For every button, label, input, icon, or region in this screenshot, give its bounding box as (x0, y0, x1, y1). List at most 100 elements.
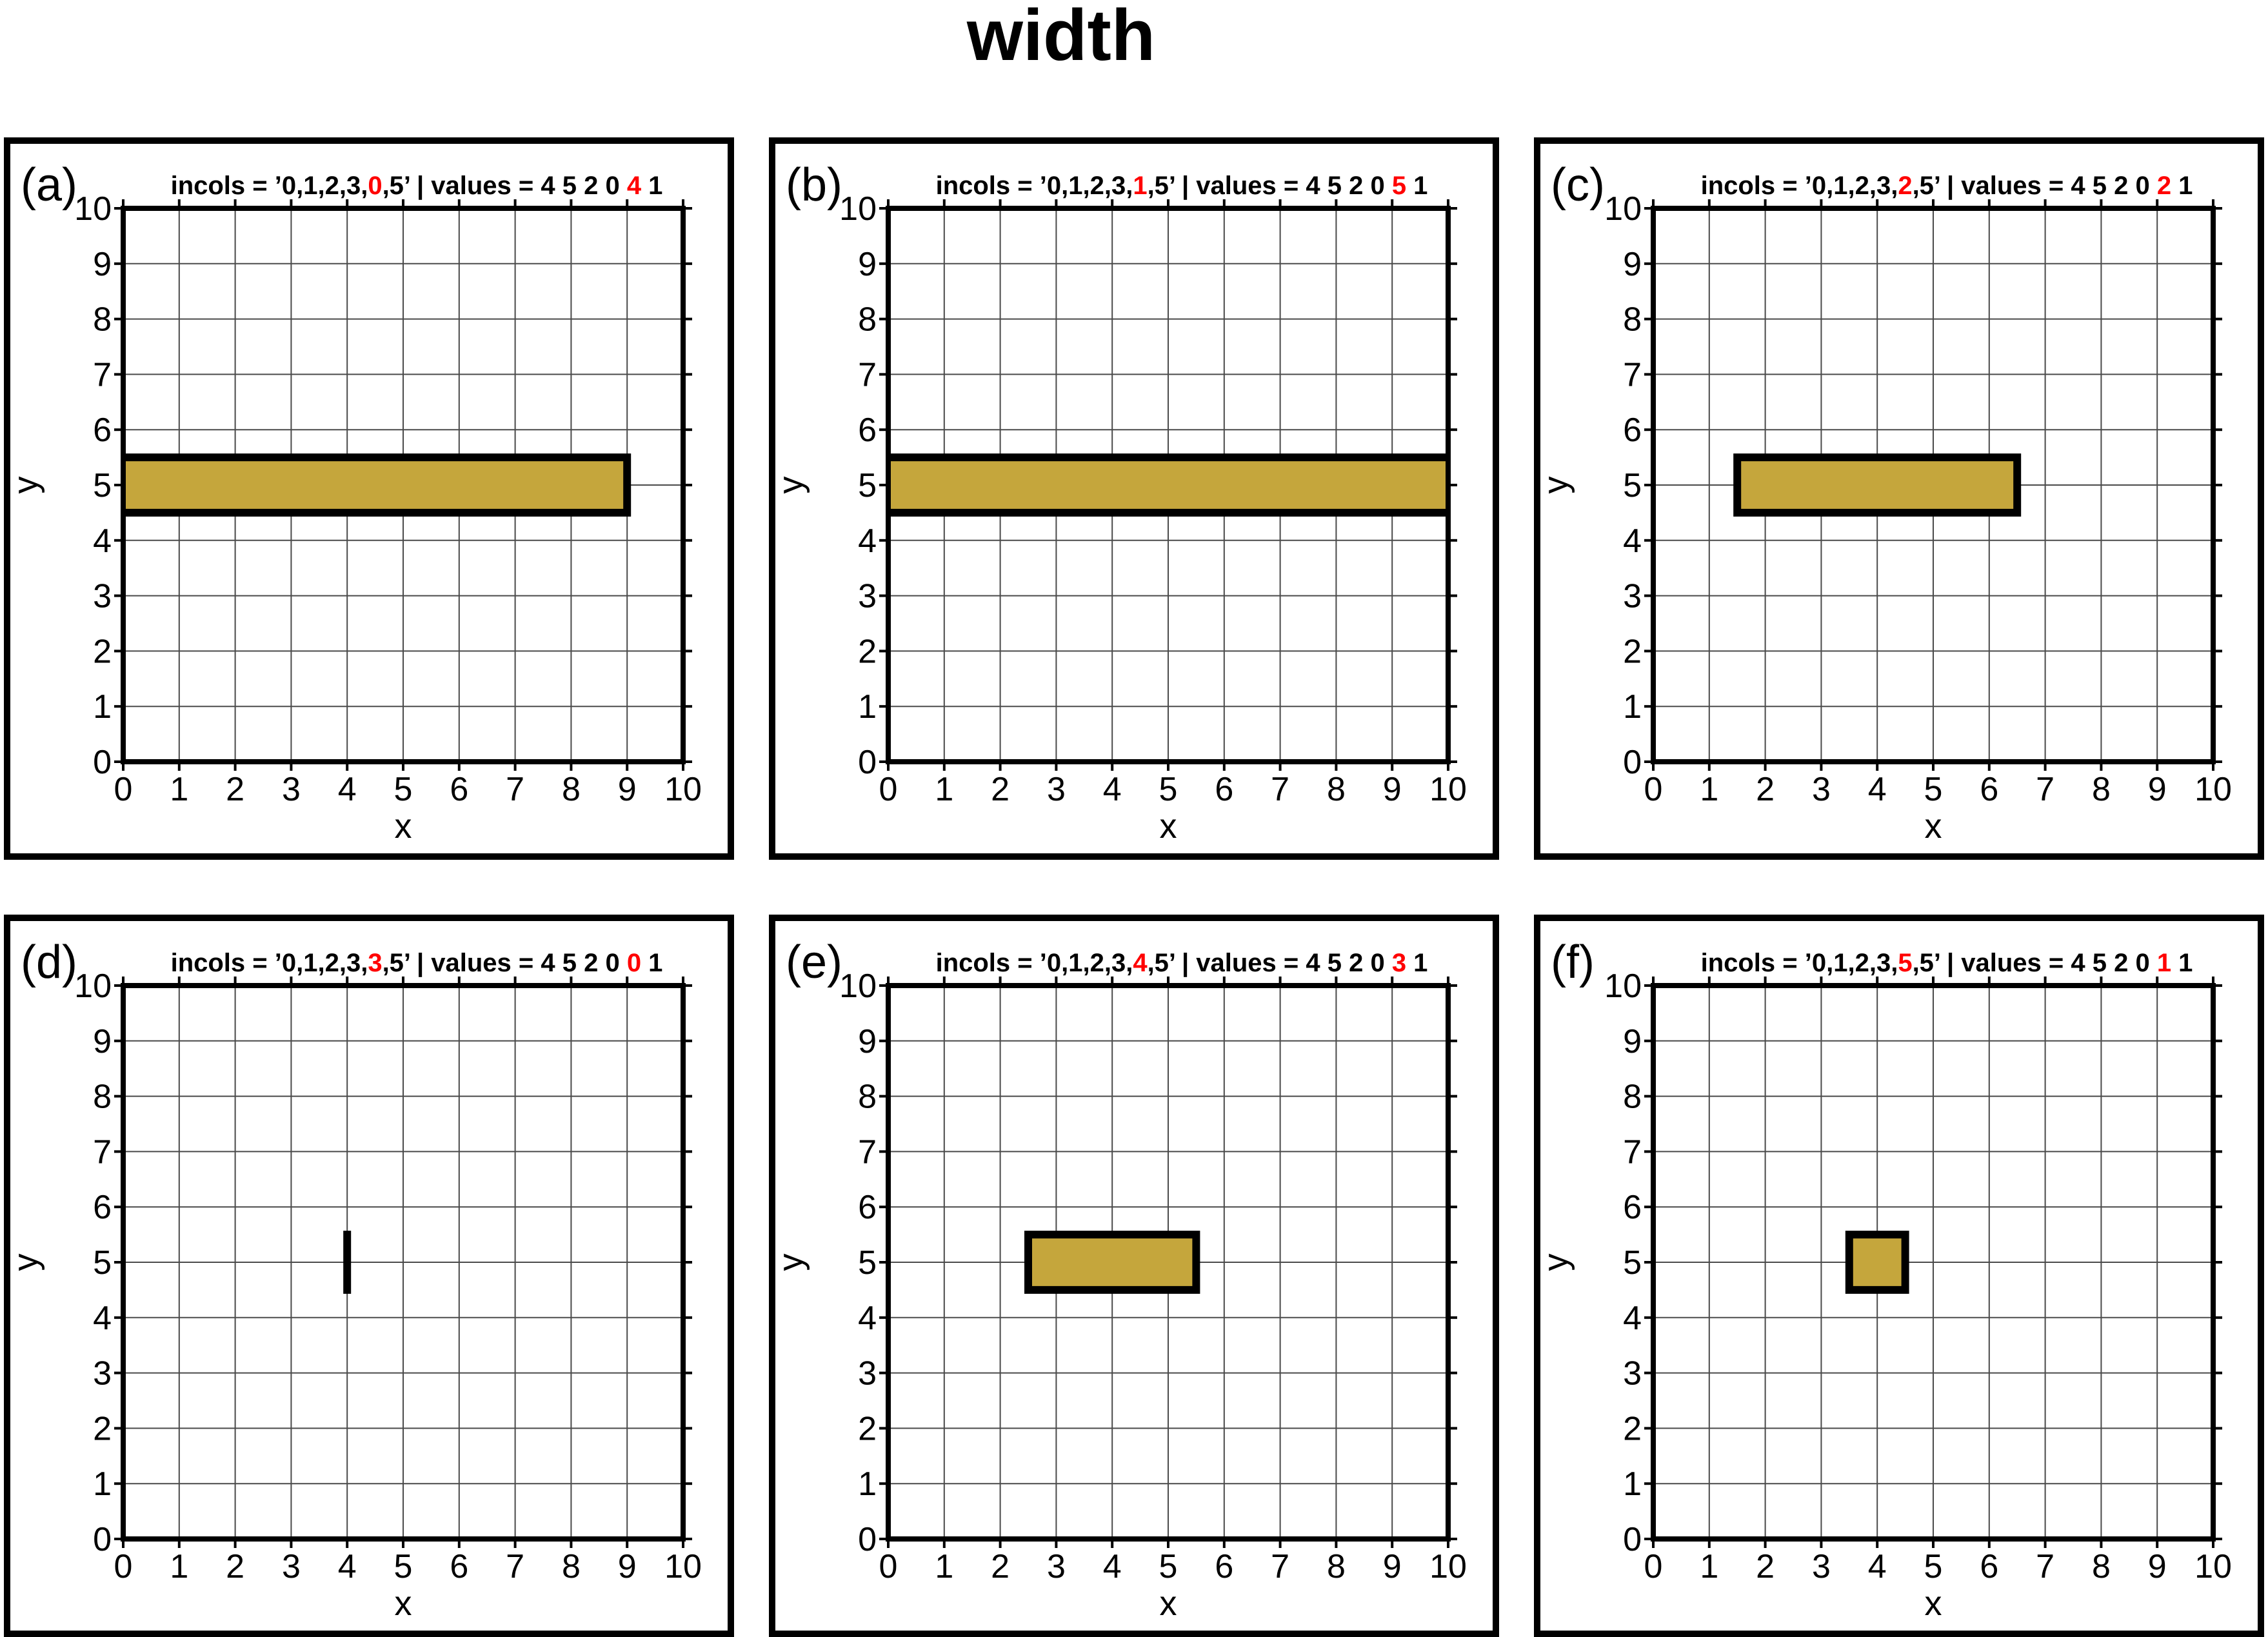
y-tick-label: 5 (93, 467, 112, 504)
bar-rect (1733, 453, 2022, 517)
x-tick-label: 9 (1383, 771, 1402, 808)
x-tick-label: 3 (1812, 771, 1831, 808)
x-tick-label: 10 (664, 1548, 702, 1585)
bar-group (343, 1231, 352, 1294)
bar-rect (1024, 1231, 1200, 1294)
y-tick-label: 0 (858, 744, 877, 781)
x-tick-label: 2 (1756, 771, 1775, 808)
panel-title-incols-prefix: incols = ’0,1,2,3, (1701, 949, 1898, 977)
y-tick-label: 1 (93, 1465, 112, 1503)
y-tick-label: 3 (858, 1355, 877, 1393)
x-tick-label: 7 (2036, 1548, 2054, 1585)
y-axis-label: y (6, 1254, 45, 1271)
panel: (d) incols = ’0,1,2,3,3,5’ | values = 4 … (4, 915, 734, 1637)
x-tick-label: 5 (1924, 1548, 1943, 1585)
panel-title-incols-prefix: incols = ’0,1,2,3, (936, 172, 1133, 200)
y-tick-label: 1 (1623, 1465, 1642, 1503)
bar-group (1733, 453, 2022, 517)
x-tick-label: 5 (394, 771, 413, 808)
y-tick-label: 4 (858, 522, 877, 560)
x-tick-label: 4 (338, 1548, 357, 1585)
y-tick-label: 6 (93, 412, 112, 449)
panel: (b) incols = ’0,1,2,3,1,5’ | values = 4 … (769, 137, 1499, 860)
y-tick-label: 2 (1623, 633, 1642, 670)
panel-title-values-prefix: ,5’ | values = 4 5 2 0 (1913, 949, 2157, 977)
panel-title: incols = ’0,1,2,3,1,5’ | values = 4 5 2 … (936, 172, 1428, 200)
bar-rect (1845, 1231, 1909, 1294)
y-tick-label: 7 (858, 356, 877, 393)
panel-label: (a) (21, 159, 77, 211)
y-tick-label: 5 (858, 467, 877, 504)
y-axis-label: y (1537, 1254, 1575, 1271)
y-tick-label: 10 (74, 967, 112, 1005)
panel-title: incols = ’0,1,2,3,2,5’ | values = 4 5 2 … (1701, 172, 2193, 200)
x-tick-label: 0 (879, 1548, 898, 1585)
bar-group (1845, 1231, 1909, 1294)
panel-title-value-red: 0 (627, 949, 641, 977)
y-tick-label: 8 (93, 1078, 112, 1116)
y-tick-label: 9 (858, 246, 877, 283)
x-tick-label: 1 (1700, 1548, 1718, 1585)
y-tick-label: 5 (1623, 1244, 1642, 1282)
x-tick-label: 7 (1271, 771, 1289, 808)
y-tick-label: 7 (1623, 1133, 1642, 1171)
y-tick-label: 3 (1623, 578, 1642, 615)
y-tick-label: 8 (858, 301, 877, 339)
y-tick-label: 6 (1623, 412, 1642, 449)
x-tick-label: 6 (450, 1548, 468, 1585)
panel-title-suffix: 1 (1406, 172, 1427, 200)
x-tick-label: 9 (618, 1548, 637, 1585)
y-tick-label: 6 (858, 1189, 877, 1226)
panel-title-value-red: 2 (2157, 172, 2171, 200)
y-tick-label: 1 (858, 688, 877, 726)
y-tick-label: 2 (858, 1410, 877, 1447)
x-tick-label: 1 (170, 1548, 188, 1585)
x-axis-label: x (1925, 1584, 1942, 1623)
y-tick-label: 5 (93, 1244, 112, 1282)
y-axis-label: y (1537, 477, 1575, 494)
y-tick-label: 0 (858, 1521, 877, 1558)
panel-title: incols = ’0,1,2,3,0,5’ | values = 4 5 2 … (171, 172, 663, 200)
panel-label: (e) (786, 937, 842, 988)
y-tick-label: 3 (93, 578, 112, 615)
x-tick-label: 0 (114, 1548, 133, 1585)
y-tick-label: 2 (1623, 1410, 1642, 1447)
y-tick-label: 1 (1623, 688, 1642, 726)
x-tick-label: 8 (1327, 771, 1346, 808)
y-tick-label: 10 (1604, 967, 1642, 1005)
x-tick-label: 10 (1429, 1548, 1467, 1585)
x-tick-label: 0 (1644, 771, 1663, 808)
y-tick-label: 7 (1623, 356, 1642, 393)
y-tick-label: 10 (839, 967, 877, 1005)
y-tick-label: 3 (93, 1355, 112, 1393)
panel-label: (c) (1551, 159, 1605, 211)
x-tick-label: 3 (1812, 1548, 1831, 1585)
y-tick-label: 9 (1623, 1023, 1642, 1060)
x-tick-label: 4 (1868, 1548, 1887, 1585)
y-tick-label: 4 (93, 522, 112, 560)
x-tick-label: 0 (879, 771, 898, 808)
y-tick-label: 2 (93, 1410, 112, 1447)
x-tick-label: 2 (1756, 1548, 1775, 1585)
x-tick-label: 2 (991, 771, 1010, 808)
y-tick-label: 10 (74, 190, 112, 228)
y-tick-label: 1 (858, 1465, 877, 1503)
x-tick-label: 2 (991, 1548, 1010, 1585)
y-axis-label: y (771, 1254, 810, 1271)
y-tick-label: 8 (1623, 301, 1642, 339)
x-tick-label: 2 (226, 1548, 244, 1585)
y-tick-label: 8 (93, 301, 112, 339)
bar-zero-width (343, 1231, 352, 1294)
x-tick-label: 8 (562, 1548, 581, 1585)
panel-title: incols = ’0,1,2,3,5,5’ | values = 4 5 2 … (1701, 949, 2193, 977)
x-axis-label: x (395, 1584, 412, 1623)
panel: (c) incols = ’0,1,2,3,2,5’ | values = 4 … (1534, 137, 2264, 860)
y-tick-label: 2 (858, 633, 877, 670)
x-tick-label: 9 (1383, 1548, 1402, 1585)
panel-title-value-red: 4 (627, 172, 642, 200)
x-tick-label: 10 (1429, 771, 1467, 808)
x-axis-label: x (1925, 807, 1942, 846)
x-tick-label: 7 (506, 1548, 524, 1585)
